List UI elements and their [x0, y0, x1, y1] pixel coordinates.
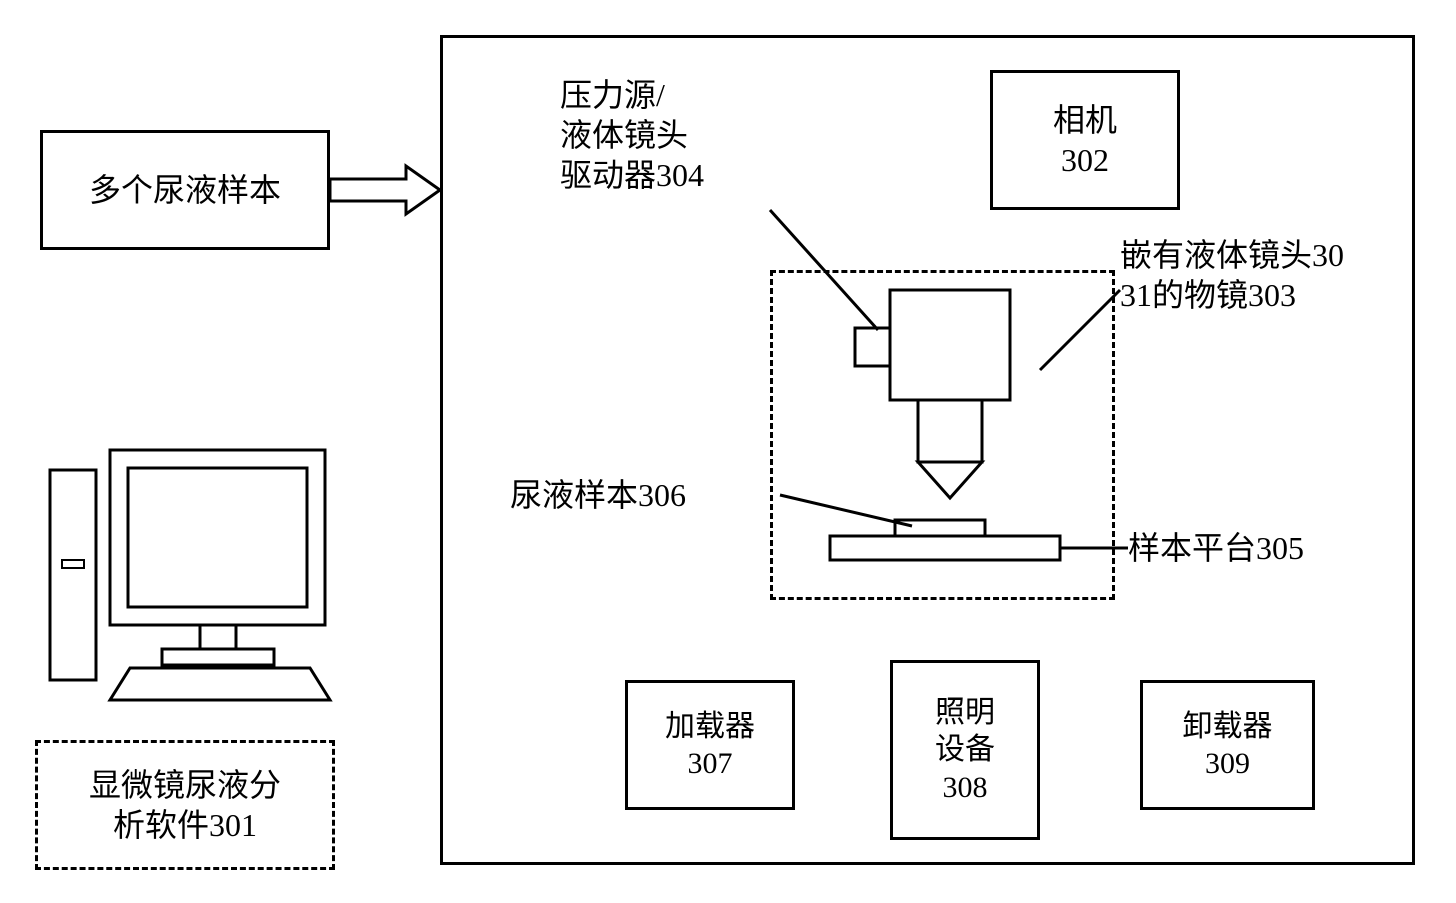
illumination-box: 照明设备308	[890, 660, 1040, 840]
camera-label: 相机302	[1053, 100, 1117, 180]
camera-box: 相机302	[990, 70, 1180, 210]
software-box: 显微镜尿液分析软件301	[35, 740, 335, 870]
unloader-box: 卸载器309	[1140, 680, 1315, 810]
diagram-canvas: 多个尿液样本 相机302 加载器307 照明设备308 卸载器309 显微镜尿液…	[0, 0, 1456, 903]
unloader-label: 卸载器309	[1183, 708, 1273, 783]
loader-box: 加载器307	[625, 680, 795, 810]
stage-label: 样本平台305	[1128, 528, 1304, 568]
objective-label: 嵌有液体镜头3031的物镜303	[1120, 235, 1344, 315]
samples-input-box: 多个尿液样本	[40, 130, 330, 250]
microscope-group	[770, 270, 1115, 600]
driver-label: 压力源/液体镜头驱动器304	[560, 75, 704, 195]
software-label: 显微镜尿液分析软件301	[89, 765, 281, 845]
samples-input-label: 多个尿液样本	[89, 170, 281, 210]
illumination-label: 照明设备308	[935, 694, 995, 807]
sample-label: 尿液样本306	[510, 475, 686, 515]
loader-label: 加载器307	[665, 708, 755, 783]
